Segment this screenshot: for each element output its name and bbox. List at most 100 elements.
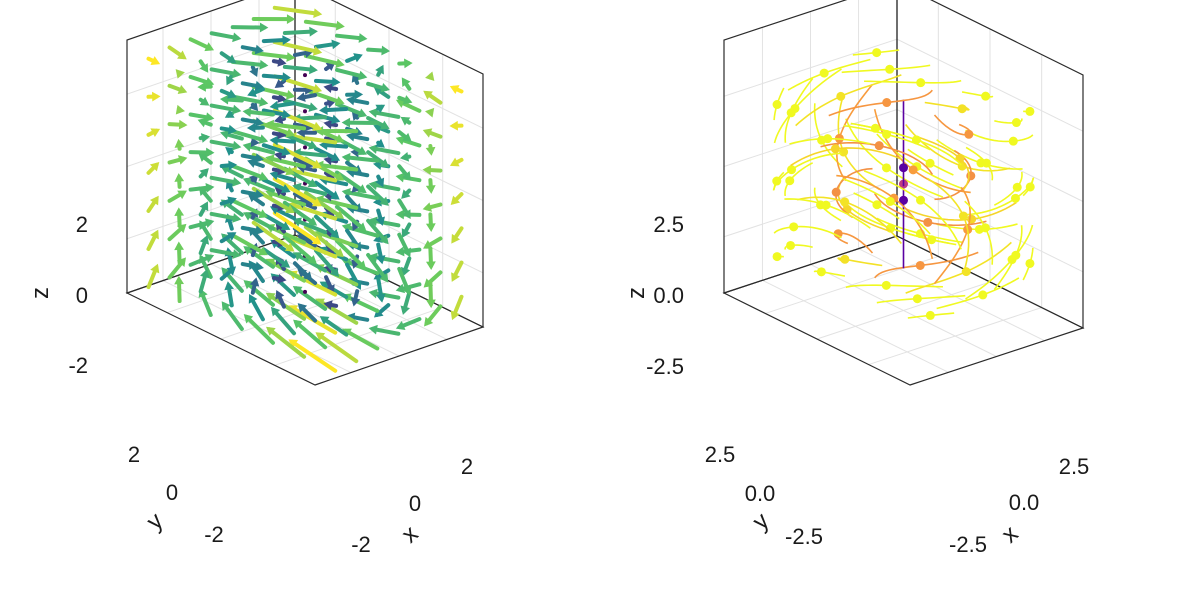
arrow-head <box>242 107 252 117</box>
arrow-head <box>259 59 269 70</box>
y-tick-label: -2.5 <box>785 524 823 549</box>
arrow-head <box>312 83 323 94</box>
stream-marker <box>964 129 974 139</box>
arrow-head <box>197 81 206 92</box>
arrow-shaft <box>209 67 240 77</box>
arrow-shaft <box>313 214 339 238</box>
y-tick-label: 2 <box>128 442 140 467</box>
arrow-head <box>227 196 237 206</box>
stream-marker <box>881 163 891 173</box>
arrow-head <box>341 152 351 163</box>
stream-marker <box>1025 182 1035 192</box>
arrow-head <box>375 104 386 114</box>
arrow-head <box>204 218 215 228</box>
arrow-head <box>353 53 363 63</box>
stream-marker <box>840 197 850 207</box>
arrow-head <box>174 173 185 182</box>
arrow-head <box>313 8 323 19</box>
arrow-head <box>329 229 340 239</box>
arrow-head <box>451 233 461 244</box>
arrow-head <box>424 316 434 327</box>
arrow-head <box>375 216 386 226</box>
arrow-head <box>307 140 318 150</box>
arrow-head <box>308 102 318 112</box>
arrow-head <box>280 184 291 193</box>
stream-marker <box>923 217 933 227</box>
stream-marker <box>915 260 925 270</box>
arrow-head <box>286 52 296 62</box>
stream-marker <box>881 280 891 290</box>
arrow-head <box>357 108 368 118</box>
arrow-shaft <box>335 239 366 269</box>
arrow-shaft <box>313 248 339 276</box>
arrow-head <box>368 288 378 299</box>
arrow-head <box>358 33 368 43</box>
arrow-shaft <box>303 225 343 257</box>
arrow-head <box>247 158 257 168</box>
arrow-head <box>402 170 412 181</box>
arrow-head <box>220 129 230 140</box>
stream-marker <box>821 200 831 210</box>
arrow-head <box>226 54 237 64</box>
arrow-shaft <box>366 218 388 244</box>
arrow-shaft <box>294 218 328 235</box>
arrow-head <box>176 223 187 234</box>
arrow-head <box>219 94 229 105</box>
arrow-head <box>373 270 384 280</box>
arrow-head <box>311 197 322 207</box>
stream-marker <box>925 310 935 320</box>
arrow-head <box>395 172 405 183</box>
stream-marker <box>790 103 800 113</box>
arrow-head <box>282 72 291 83</box>
arrow-head <box>351 111 362 121</box>
arrow-head <box>226 232 237 241</box>
stream-marker <box>830 144 840 154</box>
x-tick-label: -2 <box>351 532 371 557</box>
arrow-shaft <box>303 19 343 29</box>
arrow-head <box>178 119 188 130</box>
arrow-shaft <box>209 175 240 185</box>
arrow-shaft <box>316 162 359 172</box>
arrow-head <box>402 285 412 296</box>
arrow-shaft <box>267 156 307 169</box>
arrow-head <box>323 83 333 94</box>
stream-marker <box>872 200 882 210</box>
arrow-head <box>150 229 159 240</box>
arrow-head <box>335 58 345 68</box>
arrow-head <box>449 120 458 131</box>
axis-box <box>722 0 1085 386</box>
arrow-head <box>224 281 235 291</box>
arrow-shaft <box>370 182 401 192</box>
arrow-head <box>288 339 299 349</box>
z-tick-label: 2.5 <box>653 212 684 237</box>
axis-ticks: 2.5 0.0 -2.5 2.5 0.0 -2.5 -2.5 0.0 2.5 <box>646 212 1089 557</box>
arrow-head <box>341 187 351 198</box>
arrow-shaft <box>209 103 240 113</box>
arrow-shaft <box>282 132 316 149</box>
stream-line <box>933 114 972 136</box>
arrow-head <box>399 151 410 162</box>
stream-marker <box>958 211 968 221</box>
arrow-head <box>149 195 159 206</box>
arrow-head <box>226 266 237 276</box>
x-tick-label: 2.5 <box>1059 454 1090 479</box>
arrow-head <box>402 132 412 142</box>
stream-lines <box>772 48 1035 320</box>
z-tick-label: 2 <box>76 212 88 237</box>
arrow-head <box>307 255 317 265</box>
arrow-head <box>346 95 356 106</box>
arrow-head <box>379 234 389 245</box>
stream-marker <box>789 222 799 232</box>
arrow-head <box>281 109 291 120</box>
arrow-head <box>425 71 435 82</box>
stream-marker <box>870 123 880 133</box>
stream-marker <box>772 176 782 186</box>
arrow-head <box>174 275 184 285</box>
arrow-head <box>307 178 318 188</box>
arrow-head <box>205 147 215 158</box>
x-tick-label: -2.5 <box>949 532 987 557</box>
arrow-shaft <box>272 211 321 245</box>
arrow-shaft <box>335 102 366 117</box>
arrow-shaft <box>251 50 294 60</box>
arrow-shaft <box>343 155 380 163</box>
